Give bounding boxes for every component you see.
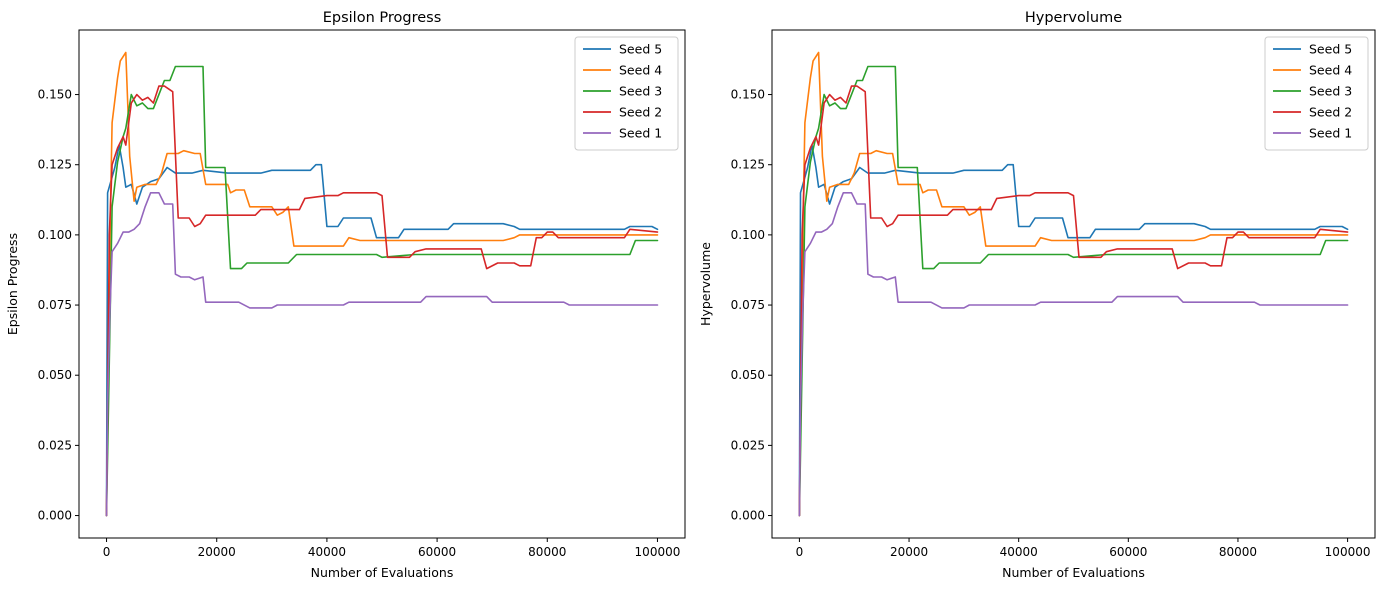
x-tick-label: 100000: [1325, 545, 1371, 559]
x-tick-label: 80000: [528, 545, 566, 559]
legend-label: Seed 3: [619, 84, 662, 99]
chart-epsilon-progress: Epsilon Progress 0 20000 40000 60000 80000 100…: [5, 10, 686, 580]
chart-title: Hypervolume: [1025, 10, 1122, 26]
series-line-seed-4: [798, 51, 1349, 517]
x-tick-label: 0: [103, 545, 111, 559]
legend-label: Seed 2: [1309, 105, 1352, 120]
y-tick-label: 0.000: [731, 509, 765, 523]
legend-label: Seed 5: [1309, 42, 1352, 57]
x-tick-label: 40000: [1000, 545, 1038, 559]
x-tick-label: 80000: [1219, 545, 1257, 559]
y-tick-label: 0.075: [731, 298, 765, 312]
y-tick-label: 0.100: [38, 228, 72, 242]
x-tick-label: 0: [796, 545, 804, 559]
series-line-seed-2: [798, 85, 1349, 517]
y-tick-label: 0.125: [38, 158, 72, 172]
chart-hypervolume: Hypervolume 0 20000 40000 60000 80000 100000 0.…: [698, 10, 1376, 580]
plot-area: [798, 51, 1349, 517]
y-tick-label: 0.025: [38, 438, 72, 452]
series-line-seed-2: [105, 85, 659, 517]
series-line-seed-1: [798, 192, 1349, 517]
x-tick-label: 40000: [308, 545, 346, 559]
series-line-seed-1: [105, 192, 659, 517]
legend: Seed 5 Seed 4 Seed 3 Seed 2 Seed 1: [1264, 36, 1369, 151]
y-tick-label: 0.075: [38, 298, 72, 312]
legend-label: Seed 4: [1309, 63, 1352, 78]
x-tick-label: 60000: [418, 545, 456, 559]
x-tick-label: 20000: [198, 545, 236, 559]
legend-label: Seed 1: [1309, 126, 1352, 141]
y-tick-label: 0.000: [38, 509, 72, 523]
x-tick-label: 100000: [635, 545, 681, 559]
x-axis-label: Number of Evaluations: [311, 565, 454, 580]
plot-area: [105, 51, 659, 517]
y-tick-label: 0.100: [731, 228, 765, 242]
legend: Seed 5 Seed 4 Seed 3 Seed 2 Seed 1: [574, 36, 679, 151]
legend-label: Seed 5: [619, 42, 662, 57]
legend-label: Seed 3: [1309, 84, 1352, 99]
series-line-seed-3: [105, 65, 659, 517]
x-tick-label: 60000: [1109, 545, 1147, 559]
y-tick-label: 0.150: [731, 88, 765, 102]
y-axis-label: Hypervolume: [698, 242, 713, 326]
legend-box: [574, 36, 679, 151]
plot-frame: [78, 29, 686, 539]
y-tick-label: 0.150: [38, 88, 72, 102]
y-tick-label: 0.050: [38, 368, 72, 382]
legend-label: Seed 4: [619, 63, 662, 78]
y-tick-label: 0.050: [731, 368, 765, 382]
y-axis-label: Epsilon Progress: [5, 233, 20, 335]
plot-frame: [771, 29, 1376, 539]
x-tick-label: 20000: [890, 545, 928, 559]
legend-box: [1264, 36, 1369, 151]
legend-label: Seed 1: [619, 126, 662, 141]
chart-title: Epsilon Progress: [323, 10, 442, 26]
legend-label: Seed 2: [619, 105, 662, 120]
y-tick-label: 0.025: [731, 438, 765, 452]
y-tick-label: 0.125: [731, 158, 765, 172]
x-axis-label: Number of Evaluations: [1002, 565, 1145, 580]
series-line-seed-3: [798, 65, 1349, 517]
series-line-seed-4: [105, 51, 659, 517]
